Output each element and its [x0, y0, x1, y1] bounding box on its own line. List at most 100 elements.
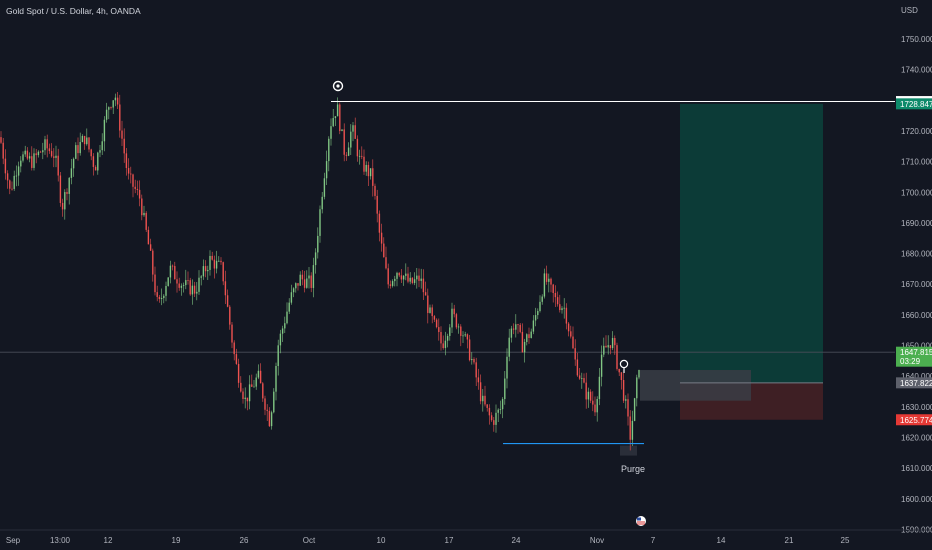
- candle: [70, 158, 73, 185]
- candle: [301, 269, 304, 286]
- x-tick-label: 17: [445, 536, 454, 545]
- candle: [220, 257, 222, 265]
- candle: [400, 269, 403, 283]
- candle: [116, 91, 119, 110]
- candle: [273, 388, 275, 414]
- candle: [222, 261, 224, 286]
- bulb-icon: [619, 359, 629, 373]
- candle: [114, 93, 117, 107]
- candle: [330, 118, 332, 146]
- candle: [105, 102, 108, 123]
- y-tick-label: 1680.000: [901, 250, 932, 259]
- candle: [583, 373, 585, 384]
- candle: [374, 183, 376, 200]
- candle: [633, 397, 636, 422]
- svg-text:1625.774: 1625.774: [900, 416, 932, 425]
- candle: [369, 168, 372, 180]
- candle: [251, 374, 253, 387]
- y-tick-label: 1710.000: [901, 158, 932, 167]
- candle: [110, 106, 112, 110]
- candle: [367, 161, 370, 187]
- candle: [158, 295, 161, 303]
- x-tick-label: 25: [841, 536, 850, 545]
- candle: [44, 135, 46, 155]
- candle: [130, 166, 132, 184]
- candle: [2, 137, 4, 165]
- candle: [57, 148, 59, 182]
- candle: [581, 372, 583, 389]
- candle: [347, 142, 350, 157]
- candle: [523, 338, 526, 363]
- candle: [603, 337, 605, 358]
- candle: [125, 148, 128, 176]
- price-axis[interactable]: 1750.0001740.0001730.0001720.0001710.000…: [901, 35, 932, 534]
- candle: [185, 269, 187, 290]
- candle: [152, 248, 154, 282]
- candle: [154, 266, 156, 296]
- y-tick-label: 1620.000: [901, 433, 932, 442]
- candle: [235, 348, 238, 365]
- candle: [484, 385, 486, 407]
- x-tick-label: 24: [512, 536, 521, 545]
- candle: [385, 246, 387, 270]
- x-tick-label: 26: [240, 536, 249, 545]
- y-tick-label: 1600.000: [901, 495, 932, 504]
- candle: [295, 282, 297, 293]
- candle: [517, 323, 519, 334]
- candle: [339, 102, 341, 135]
- target-zone[interactable]: [680, 103, 823, 383]
- candle: [26, 147, 29, 161]
- candle: [121, 120, 123, 147]
- y-tick-label: 1650.000: [901, 342, 932, 351]
- candle: [279, 329, 282, 354]
- candle: [112, 100, 114, 115]
- candle: [149, 238, 152, 252]
- candle: [9, 179, 11, 195]
- candle: [416, 267, 418, 289]
- candle: [468, 334, 471, 362]
- candle: [528, 327, 530, 344]
- candle: [361, 146, 363, 160]
- candle: [383, 237, 385, 258]
- candle: [211, 251, 213, 261]
- candle: [440, 326, 442, 351]
- candle: [420, 268, 422, 289]
- candle: [512, 323, 515, 335]
- candle: [510, 325, 513, 343]
- candle: [284, 316, 286, 334]
- eye-icon[interactable]: [332, 80, 344, 92]
- candle: [253, 380, 255, 388]
- candle: [6, 170, 9, 189]
- candle: [550, 277, 552, 293]
- candle: [264, 395, 266, 416]
- candle: [325, 150, 328, 185]
- candle: [372, 159, 374, 197]
- candle: [20, 156, 22, 173]
- candle: [614, 335, 616, 355]
- candle: [229, 305, 231, 330]
- candle: [64, 189, 66, 220]
- candle: [576, 352, 579, 377]
- candle: [442, 335, 444, 350]
- candle: [297, 283, 299, 291]
- candle: [556, 291, 559, 307]
- entry-zone[interactable]: [640, 370, 751, 401]
- candle: [268, 407, 271, 427]
- candle: [176, 271, 178, 293]
- candle: [156, 285, 158, 302]
- us-flag-icon[interactable]: [636, 516, 646, 526]
- candle: [391, 279, 394, 288]
- svg-text:1647.815: 1647.815: [900, 348, 932, 357]
- purge-marker-box: [620, 445, 637, 456]
- time-axis[interactable]: Sep 13:00 12 19 26 Oct 10 17 24 Nov 7 14 21 25: [6, 536, 850, 545]
- candle: [427, 288, 429, 324]
- candle: [515, 314, 517, 338]
- candle: [310, 272, 312, 293]
- candle: [237, 358, 240, 388]
- candle: [0, 131, 2, 144]
- candle: [35, 149, 37, 164]
- candle: [321, 192, 323, 214]
